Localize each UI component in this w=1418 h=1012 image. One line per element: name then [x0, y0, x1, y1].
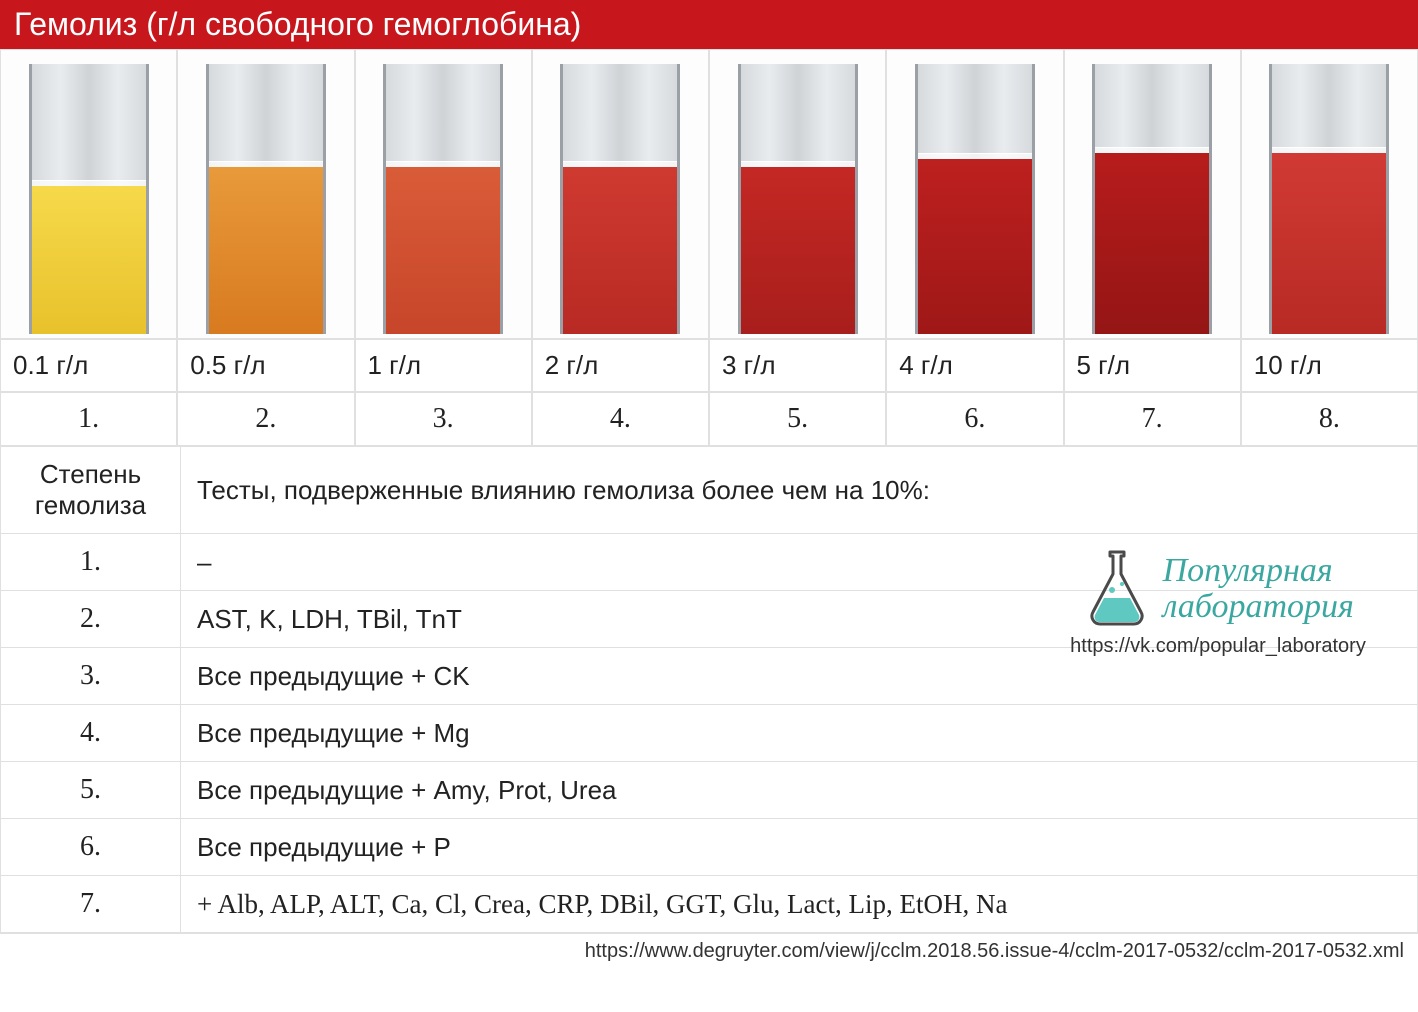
tests-table: Степень гемолиза Тесты, подверженные вли…	[0, 446, 1418, 933]
tube-sample	[355, 49, 532, 339]
concentration-label: 3 г/л	[709, 339, 886, 392]
sample-number: 3.	[355, 392, 532, 446]
table-row: 6.Все предыдущие + P	[1, 819, 1418, 876]
tube-sample	[1241, 49, 1418, 339]
table-row: 1.–	[1, 534, 1418, 591]
tests-cell: –	[181, 534, 1418, 591]
sample-number: 1.	[0, 392, 177, 446]
concentration-label: 10 г/л	[1241, 339, 1418, 392]
tests-header-tests: Тесты, подверженные влиянию гемолиза бол…	[181, 447, 1418, 534]
concentration-label: 2 г/л	[532, 339, 709, 392]
page-title: Гемолиз (г/л свободного гемоглобина)	[0, 0, 1418, 49]
tests-cell: Все предыдущие + CK	[181, 648, 1418, 705]
tests-cell: Все предыдущие + P	[181, 819, 1418, 876]
tests-cell: + Alb, ALP, ALT, Ca, Cl, Crea, CRP, DBil…	[181, 876, 1418, 933]
concentration-label: 0.1 г/л	[0, 339, 177, 392]
tube-sample	[1064, 49, 1241, 339]
concentration-label-row: 0.1 г/л0.5 г/л1 г/л2 г/л3 г/л4 г/л5 г/л1…	[0, 339, 1418, 392]
table-row: 5.Все предыдущие + Amy, Prot, Urea	[1, 762, 1418, 819]
degree-cell: 2.	[1, 591, 181, 648]
tube-sample	[886, 49, 1063, 339]
tube-sample	[532, 49, 709, 339]
tests-cell: Все предыдущие + Mg	[181, 705, 1418, 762]
tests-cell: Все предыдущие + Amy, Prot, Urea	[181, 762, 1418, 819]
sample-number: 8.	[1241, 392, 1418, 446]
sample-number: 4.	[532, 392, 709, 446]
degree-cell: 6.	[1, 819, 181, 876]
table-row: 3.Все предыдущие + CK	[1, 648, 1418, 705]
table-row: 7. + Alb, ALP, ALT, Ca, Cl, Crea, CRP, D…	[1, 876, 1418, 933]
tube-sample	[0, 49, 177, 339]
concentration-label: 0.5 г/л	[177, 339, 354, 392]
degree-cell: 3.	[1, 648, 181, 705]
degree-cell: 5.	[1, 762, 181, 819]
degree-cell: 4.	[1, 705, 181, 762]
sample-number: 2.	[177, 392, 354, 446]
tube-sample	[177, 49, 354, 339]
concentration-label: 5 г/л	[1064, 339, 1241, 392]
tube-sample	[709, 49, 886, 339]
table-row: 2.AST, K, LDH, TBil, TnT	[1, 591, 1418, 648]
source-citation: https://www.degruyter.com/view/j/cclm.20…	[0, 933, 1418, 973]
concentration-label: 1 г/л	[355, 339, 532, 392]
concentration-label: 4 г/л	[886, 339, 1063, 392]
tube-image-row	[0, 49, 1418, 339]
sample-number-row: 1.2.3.4.5.6.7.8.	[0, 392, 1418, 446]
table-row: 4.Все предыдущие + Mg	[1, 705, 1418, 762]
degree-cell: 7.	[1, 876, 181, 933]
tests-header-degree: Степень гемолиза	[1, 447, 181, 534]
degree-cell: 1.	[1, 534, 181, 591]
sample-number: 7.	[1064, 392, 1241, 446]
sample-number: 6.	[886, 392, 1063, 446]
tests-cell: AST, K, LDH, TBil, TnT	[181, 591, 1418, 648]
sample-number: 5.	[709, 392, 886, 446]
